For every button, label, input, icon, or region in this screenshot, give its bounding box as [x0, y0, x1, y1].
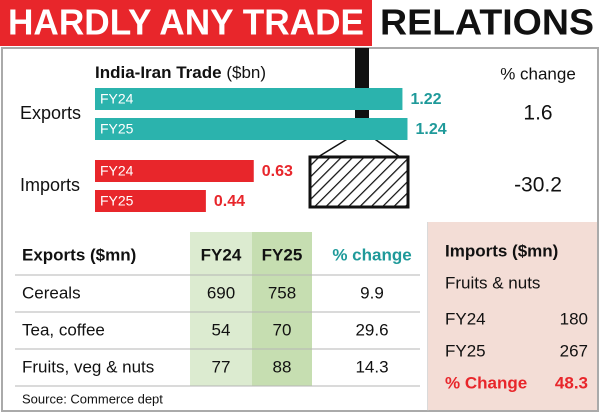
source: Source: Commerce dept [22, 391, 163, 406]
bar [95, 190, 206, 212]
table-cell: 88 [273, 357, 292, 376]
box-subtitle: Fruits & nuts [445, 273, 540, 292]
chart-title: India-Iran Trade [95, 63, 222, 82]
table-cell: 54 [212, 320, 231, 339]
bar-category: FY25 [100, 193, 134, 209]
title-band [0, 0, 372, 46]
container [308, 155, 410, 209]
table-cell: 70 [273, 320, 292, 339]
column-bg [190, 232, 252, 386]
bar [95, 118, 408, 140]
value-label: 1.24 [415, 121, 446, 138]
chart-title: India-Iran Trade ($bn) [95, 63, 266, 82]
table-cell: 14.3 [355, 357, 388, 376]
value-label: 0.63 [262, 163, 293, 180]
bar-category: FY24 [100, 163, 134, 179]
group-label: Imports [20, 175, 80, 195]
bar-category: FY25 [100, 121, 134, 137]
table-cell: Fruits, veg & nuts [22, 357, 154, 376]
box-label: % Change [445, 373, 527, 392]
column-bg [252, 232, 312, 386]
table-cell: Cereals [22, 283, 81, 302]
box-label: FY24 [445, 309, 486, 328]
table-header: Exports ($mn) [22, 245, 136, 264]
box-label: FY25 [445, 341, 486, 360]
value-label: 0.44 [214, 193, 245, 210]
imports-box [428, 222, 597, 410]
value-label: 1.22 [410, 91, 441, 108]
bar [95, 88, 403, 110]
table-cell: 690 [207, 283, 235, 302]
change-value: 1.6 [523, 102, 552, 125]
frame [1, 47, 599, 412]
table-header: FY25 [262, 245, 303, 264]
change-header: % change [500, 64, 576, 83]
box-value: 267 [560, 341, 588, 360]
title: RELATIONS [380, 2, 594, 43]
box-value: 48.3 [555, 373, 588, 392]
table-cell: Tea, coffee [22, 320, 105, 339]
box-value: 180 [560, 309, 588, 328]
box-title: Imports ($mn) [445, 241, 558, 260]
table-cell: 9.9 [360, 283, 384, 302]
bar [95, 160, 254, 182]
table-cell: 77 [212, 357, 231, 376]
bar-category: FY24 [100, 91, 134, 107]
group-label: Exports [20, 103, 81, 123]
table-cell: 29.6 [355, 320, 388, 339]
table-header: % change [332, 245, 411, 264]
change-value: -30.2 [514, 174, 562, 197]
table-cell: 758 [268, 283, 296, 302]
table-header: FY24 [201, 245, 242, 264]
title: HARDLY ANY TRADE [8, 2, 364, 43]
chart-unit: ($bn) [226, 63, 266, 82]
